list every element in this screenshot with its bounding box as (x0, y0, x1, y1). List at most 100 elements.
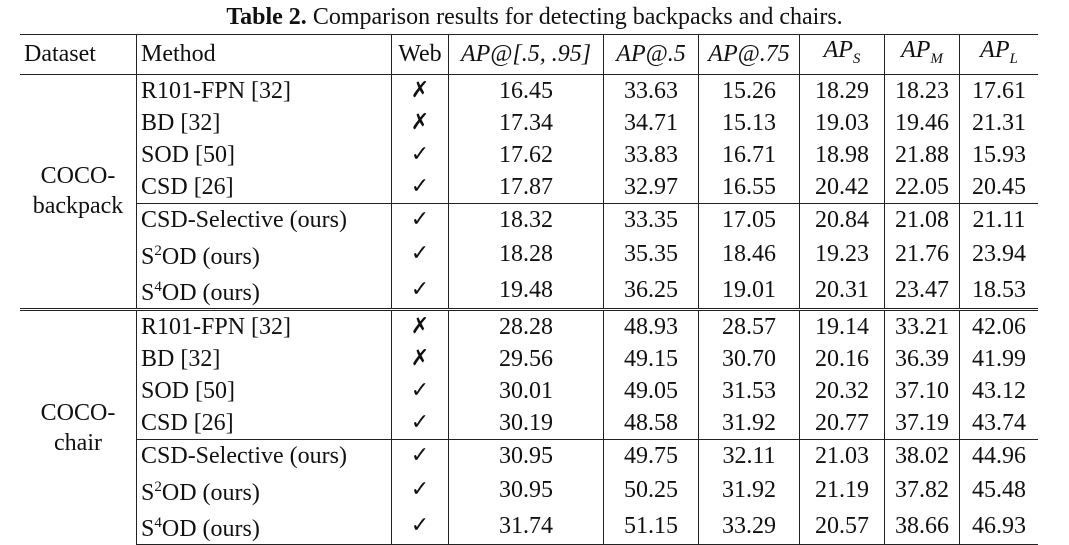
value-apl: 46.93 (959, 507, 1038, 545)
method-cell: CSD-Selective (ours) (136, 202, 392, 236)
value-ap: 30.95 (448, 471, 604, 508)
dataset-cell: COCO-chair (20, 307, 137, 545)
value-apl: 41.99 (959, 342, 1038, 375)
value-ap: 17.87 (448, 170, 604, 204)
value-apm: 38.66 (884, 507, 960, 545)
value-ap50: 33.35 (603, 202, 699, 236)
table-row: BD [32] ✗ 29.56 49.15 30.70 20.16 36.39 41.99 (20, 342, 1038, 375)
value-ap75: 15.26 (698, 74, 800, 107)
value-ap: 18.28 (448, 235, 604, 272)
table-row: S4OD (ours) ✓ 31.74 51.15 33.29 20.57 38.66 46.… (20, 507, 1038, 545)
cross-icon: ✗ (391, 342, 449, 375)
value-ap: 16.45 (448, 74, 604, 107)
dataset-name-line1: COCO- (40, 163, 116, 190)
value-ap50: 33.63 (603, 74, 699, 107)
value-apl: 21.11 (959, 202, 1038, 236)
check-icon: ✓ (391, 374, 449, 407)
value-ap50: 49.75 (603, 438, 699, 472)
table-row: CSD [26] ✓ 17.87 32.97 16.55 20.42 22.05 20.45 (20, 170, 1038, 204)
table-row: CSD [26] ✓ 30.19 48.58 31.92 20.77 37.19 43.74 (20, 406, 1038, 440)
value-aps: 20.31 (799, 271, 885, 310)
value-aps: 18.29 (799, 74, 885, 107)
value-ap75: 31.92 (698, 471, 800, 508)
dataset-cell: COCO-backpack (20, 74, 137, 309)
value-apm: 18.23 (884, 74, 960, 107)
dataset-name-line2: chair (54, 429, 102, 456)
check-icon: ✓ (391, 170, 449, 204)
value-aps: 19.23 (799, 235, 885, 272)
value-apl: 23.94 (959, 235, 1038, 272)
table-row: CSD-Selective (ours) ✓ 18.32 33.35 17.05 20.8… (20, 202, 1038, 236)
value-apm: 37.82 (884, 471, 960, 508)
value-apm: 21.08 (884, 202, 960, 236)
check-icon: ✓ (391, 471, 449, 508)
value-apm: 38.02 (884, 438, 960, 472)
value-apm: 37.10 (884, 374, 960, 407)
method-cell: S2OD (ours) (136, 235, 392, 272)
check-icon: ✓ (391, 438, 449, 472)
value-ap: 30.19 (448, 406, 604, 440)
value-ap50: 36.25 (603, 271, 699, 310)
value-ap: 28.28 (448, 307, 604, 343)
header-dataset: Dataset (20, 34, 137, 75)
method-cell: CSD-Selective (ours) (136, 438, 392, 472)
value-ap50: 35.35 (603, 235, 699, 272)
value-apl: 17.61 (959, 74, 1038, 107)
table-row: BD [32] ✗ 17.34 34.71 15.13 19.03 19.46 21.31 (20, 106, 1038, 139)
value-apm: 23.47 (884, 271, 960, 310)
value-apl: 15.93 (959, 138, 1038, 171)
method-cell: CSD [26] (136, 406, 392, 440)
value-ap50: 51.15 (603, 507, 699, 545)
value-apm: 37.19 (884, 406, 960, 440)
value-apl: 42.06 (959, 307, 1038, 343)
method-cell: R101-FPN [32] (136, 307, 392, 343)
value-apl: 45.48 (959, 471, 1038, 508)
check-icon: ✓ (391, 271, 449, 310)
value-ap75: 30.70 (698, 342, 800, 375)
value-apm: 21.76 (884, 235, 960, 272)
table-row: S4OD (ours) ✓ 19.48 36.25 19.01 20.31 23.47 18.… (20, 271, 1038, 310)
value-ap: 30.95 (448, 438, 604, 472)
value-ap75: 17.05 (698, 202, 800, 236)
value-apl: 43.74 (959, 406, 1038, 440)
value-ap50: 48.58 (603, 406, 699, 440)
header-ap75: AP@.75 (698, 34, 800, 75)
table-row: COCO-chair R101-FPN [32] ✗ 28.28 48.93 28.57 1… (20, 307, 1038, 545)
value-apl: 44.96 (959, 438, 1038, 472)
value-aps: 20.77 (799, 406, 885, 440)
table-row: CSD-Selective (ours) ✓ 30.95 49.75 32.11 21.0… (20, 438, 1038, 472)
method-cell: R101-FPN [32] (136, 74, 392, 107)
value-ap: 19.48 (448, 271, 604, 310)
header-aps: APS (799, 34, 885, 75)
cross-icon: ✗ (391, 106, 449, 139)
value-ap: 30.01 (448, 374, 604, 407)
value-aps: 19.14 (799, 307, 885, 343)
method-cell: BD [32] (136, 342, 392, 375)
table-row: S2OD (ours) ✓ 30.95 50.25 31.92 21.19 37.82 45.… (20, 471, 1038, 508)
value-apl: 21.31 (959, 106, 1038, 139)
value-ap75: 19.01 (698, 271, 800, 310)
value-ap50: 32.97 (603, 170, 699, 204)
method-cell: CSD [26] (136, 170, 392, 204)
table-row: S2OD (ours) ✓ 18.28 35.35 18.46 19.23 21.76 23.… (20, 235, 1038, 272)
table-row: SOD [50] ✓ 30.01 49.05 31.53 20.32 37.10 43.12 (20, 374, 1038, 407)
value-ap75: 18.46 (698, 235, 800, 272)
value-ap75: 15.13 (698, 106, 800, 139)
check-icon: ✓ (391, 138, 449, 171)
method-cell: S2OD (ours) (136, 471, 392, 508)
check-icon: ✓ (391, 507, 449, 545)
value-ap75: 16.55 (698, 170, 800, 204)
header-apm: APM (884, 34, 960, 75)
value-aps: 20.84 (799, 202, 885, 236)
method-cell: SOD [50] (136, 374, 392, 407)
value-ap75: 16.71 (698, 138, 800, 171)
method-cell: S4OD (ours) (136, 507, 392, 545)
cross-icon: ✗ (391, 74, 449, 107)
value-ap: 17.62 (448, 138, 604, 171)
check-icon: ✓ (391, 202, 449, 236)
value-ap75: 32.11 (698, 438, 800, 472)
value-ap75: 28.57 (698, 307, 800, 343)
value-aps: 21.19 (799, 471, 885, 508)
value-ap75: 33.29 (698, 507, 800, 545)
value-ap50: 49.15 (603, 342, 699, 375)
